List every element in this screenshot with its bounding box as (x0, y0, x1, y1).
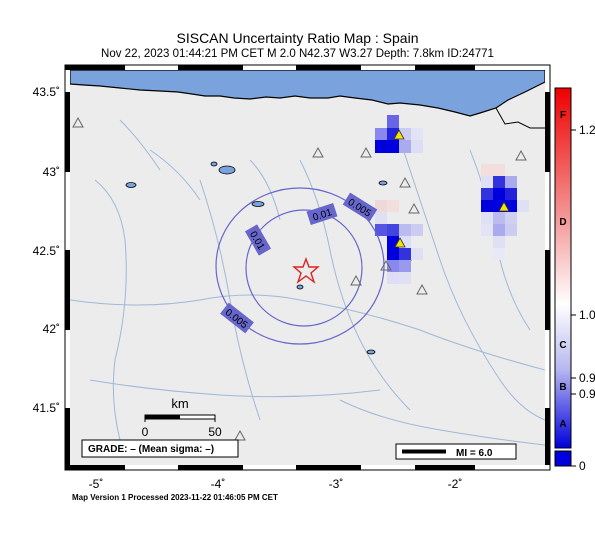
station-triangle-icon (515, 149, 527, 161)
river-network (70, 119, 545, 446)
active-stations (393, 129, 510, 248)
lon-tick-label: -4˚ (211, 477, 226, 491)
colorbar-grade: A (559, 419, 566, 430)
active-station-icon (498, 201, 510, 212)
station-triangle-icon (234, 429, 246, 441)
lat-tick-label: 41.5˚ (33, 401, 60, 415)
colorbar: F D C B A 1.2 1.0 0.9 0.9 0 (554, 87, 595, 473)
colorbar-grade: D (559, 217, 566, 228)
lat-tick-label: 42.5˚ (33, 244, 60, 258)
scale-bar: km 0 50 (142, 396, 222, 439)
scale-start: 0 (142, 425, 149, 439)
mi-label: MI = 6.0 (456, 448, 493, 459)
station-triangle-icon (416, 283, 428, 295)
scale-title: km (171, 396, 188, 411)
colorbar-value: 0 (579, 459, 586, 473)
colorbar-grade: C (559, 340, 566, 351)
sea-area (70, 70, 545, 117)
colorbar-value: 1.0 (579, 308, 595, 322)
map-subtitle: Nov 22, 2023 01:44:21 PM CET M 2.0 N42.3… (101, 48, 494, 60)
station-triangle-icon (72, 116, 84, 128)
station-triangle-icon (312, 146, 324, 158)
colorbar-grade: B (559, 382, 566, 393)
station-triangle-icon (408, 202, 420, 214)
lon-tick-label: -5˚ (89, 477, 104, 491)
border-line (495, 107, 545, 129)
mi-legend: MI = 6.0 (395, 443, 517, 460)
lon-tick-label: -3˚ (329, 477, 344, 491)
lat-tick-label: 43˚ (43, 165, 60, 179)
uncertainty-cells (375, 115, 529, 284)
station-triangle-icon (350, 274, 362, 286)
scale-end: 50 (208, 425, 222, 439)
station-triangle-icon (380, 259, 392, 271)
station-triangle-icon (399, 176, 411, 188)
lakes (125, 161, 412, 355)
land-area (70, 70, 545, 465)
lon-tick-label: -2˚ (448, 477, 463, 491)
processing-footer: Map Version 1 Processed 2023-11-22 01:46… (72, 493, 278, 502)
colorbar-value: 0.9 (579, 371, 595, 385)
grade-text: GRADE: – (Mean sigma: –) (88, 444, 214, 455)
lat-tick-label: 43.5˚ (33, 85, 60, 99)
colorbar-value: 1.2 (579, 123, 595, 137)
map-title: SISCAN Uncertainty Ratio Map : Spain (176, 30, 419, 46)
colorbar-grade: F (560, 110, 566, 121)
axis-labels: -5˚ -4˚ -3˚ -2˚ 43.5˚ 43˚ 42.5˚ 42˚ 41.5… (33, 85, 463, 491)
active-station-icon (393, 129, 405, 140)
station-triangle-icon (360, 146, 372, 158)
station-markers (72, 116, 527, 441)
lat-tick-label: 42˚ (43, 322, 60, 336)
active-station-icon (394, 237, 406, 248)
uncertainty-contours (215, 187, 385, 345)
epicenter-star-icon (292, 257, 320, 284)
grade-box: GRADE: – (Mean sigma: –) (81, 439, 239, 458)
colorbar-value: 0.9 (579, 387, 595, 401)
